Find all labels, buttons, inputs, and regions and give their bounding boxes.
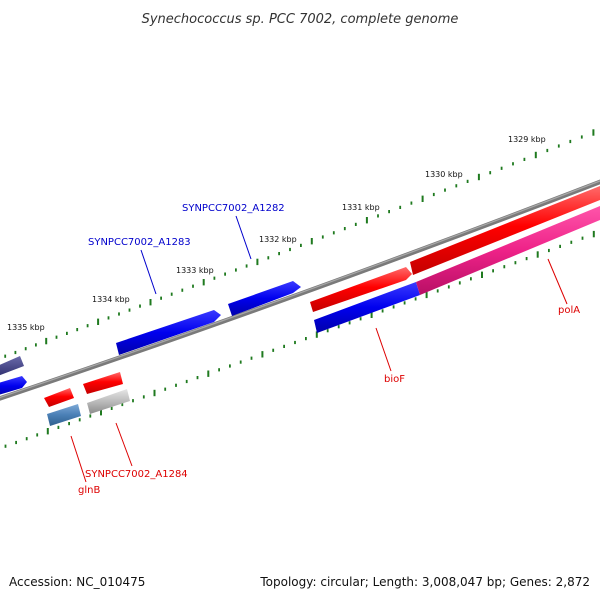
reverse-genes — [44, 206, 600, 426]
leader-line — [235, 215, 252, 260]
gene-SYNPCC7002_A1282[interactable] — [228, 281, 301, 316]
genome-backbone — [0, 179, 600, 401]
gene-feature-red-small-1[interactable] — [44, 388, 74, 407]
gene-label-glnB[interactable]: glnB — [78, 485, 100, 496]
gene-feature-left-blue[interactable] — [0, 376, 27, 396]
inner-tick-ring — [4, 230, 595, 448]
gene-label-SYNPCC7002_A1284[interactable]: SYNPCC7002_A1284 — [85, 469, 188, 480]
gene-label-SYNPCC7002_A1282[interactable]: SYNPCC7002_A1282 — [182, 203, 285, 214]
tick-labels: 1329 kbp 1330 kbp 1331 kbp 1332 kbp 1333… — [7, 135, 546, 332]
tick-label: 1330 kbp — [425, 170, 463, 179]
gene-label-polA[interactable]: polA — [558, 305, 580, 316]
gene-labels: SYNPCC7002_A1282 SYNPCC7002_A1283 polA b… — [78, 203, 580, 496]
map-title: Synechococcus sp. PCC 7002, complete gen… — [142, 12, 459, 27]
gene-label-SYNPCC7002_A1283[interactable]: SYNPCC7002_A1283 — [88, 237, 191, 248]
label-leaders — [70, 215, 568, 483]
leader-line — [547, 258, 568, 305]
gene-polA[interactable] — [416, 206, 600, 295]
outer-tick-ring — [4, 129, 595, 358]
leader-line — [70, 435, 87, 483]
gene-glnB[interactable] — [47, 404, 81, 426]
gene-feature-purple[interactable] — [0, 356, 24, 377]
gene-SYNPCC7002_A1284[interactable] — [87, 389, 130, 414]
tick-label: 1329 kbp — [508, 135, 546, 144]
tick-label: 1332 kbp — [259, 235, 297, 244]
gene-feature-red-small-2[interactable] — [83, 372, 123, 394]
gene-SYNPCC7002_A1283[interactable] — [116, 310, 221, 355]
leader-line — [375, 327, 392, 372]
tick-label: 1331 kbp — [342, 203, 380, 212]
gene-label-bioF[interactable]: bioF — [384, 374, 405, 385]
gene-feature-red-2[interactable] — [410, 186, 600, 275]
gene-bioF[interactable] — [314, 282, 420, 333]
genome-summary: Topology: circular; Length: 3,008,047 bp… — [259, 575, 590, 589]
accession-label: Accession: NC_010475 — [9, 575, 145, 589]
forward-genes — [0, 186, 600, 396]
leader-line — [115, 422, 133, 467]
gene-feature-red-1[interactable] — [310, 267, 412, 312]
leader-line — [140, 249, 157, 295]
tick-label: 1333 kbp — [176, 266, 214, 275]
tick-label: 1334 kbp — [92, 295, 130, 304]
tick-label: 1335 kbp — [7, 323, 45, 332]
